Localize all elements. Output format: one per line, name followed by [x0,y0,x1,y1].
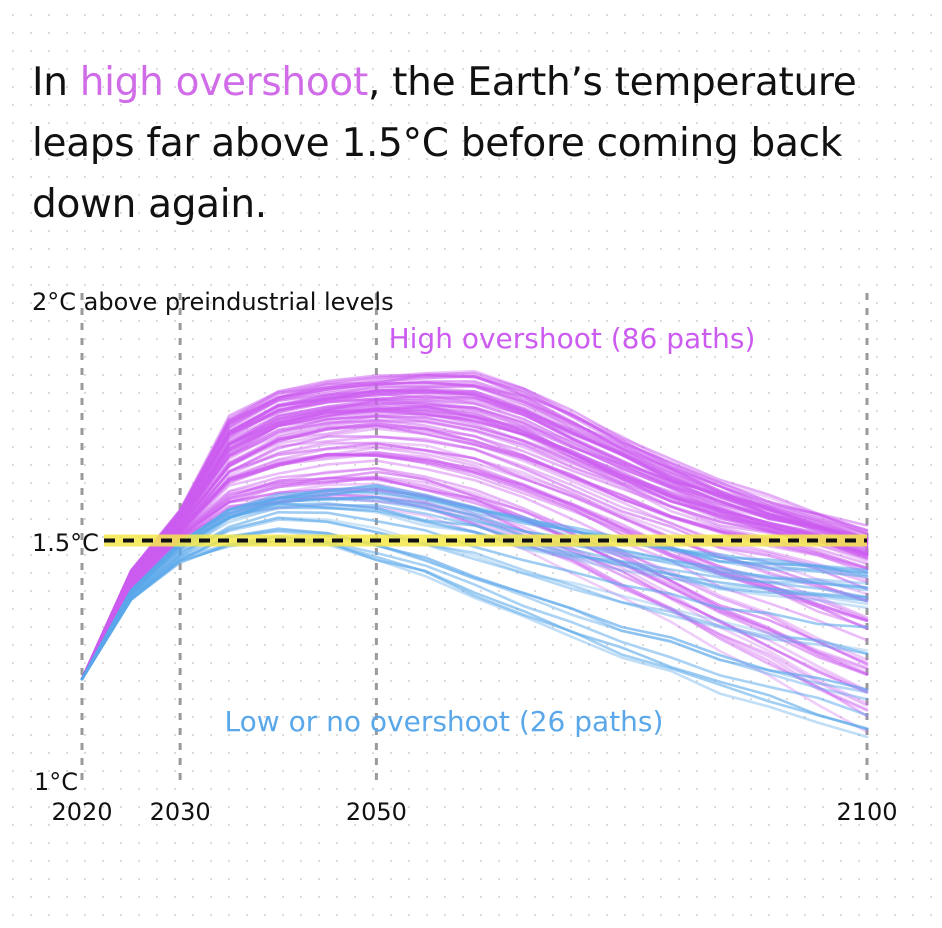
high-overshoot-path [80,459,869,681]
x-tick-label-2030: 2030 [150,798,211,826]
low-overshoot-path [80,506,869,681]
high-overshoot-path [80,450,869,681]
high-overshoot-path [80,489,869,693]
high-overshoot-path [80,418,869,681]
high-overshoot-path [80,467,869,681]
high-overshoot-path [80,476,869,681]
low-overshoot-path [80,497,869,681]
low-overshoot-path [80,492,869,681]
high-overshoot-path [80,492,869,711]
high-overshoot-path [80,381,869,681]
headline-prefix: In [32,60,80,105]
high-overshoot-path [80,404,869,681]
low-overshoot-path [80,484,869,681]
x-tick-label-2020: 2020 [51,798,112,826]
high-overshoot-path [80,415,869,681]
high-overshoot-path [80,476,869,681]
high-overshoot-path [80,477,869,681]
high-overshoot-path [80,488,869,705]
headline-suffix: , the Earth’s temperature leaps far abov… [32,60,857,227]
series-annotation-0: High overshoot (86 paths) [389,322,756,355]
high-overshoot-path [80,409,869,681]
x-tick-label-2100: 2100 [836,798,897,826]
high-overshoot-path [80,388,869,681]
low-overshoot-path [80,506,869,681]
low-overshoot-path [80,503,869,681]
high-overshoot-path [80,452,869,681]
y-tick-label-2: 2°C above preindustrial levels [32,288,394,316]
low-overshoot-path [80,495,869,681]
high-overshoot-path [80,435,869,681]
high-overshoot-path [80,421,869,681]
high-overshoot-path [80,466,869,681]
headline: In high overshoot, the Earth’s temperatu… [32,52,912,235]
y-tick-label-0: 1°C [34,768,78,796]
x-tick-label-2050: 2050 [346,798,407,826]
high-overshoot-path [80,371,869,681]
high-overshoot-path [80,476,869,681]
headline-highlight: high overshoot [79,60,369,105]
high-overshoot-path [80,451,869,681]
axis-labels: 1°C 1.5°C 2°C above preindustrial levels 20… [32,288,898,826]
low-overshoot-path [80,534,869,717]
low-overshoot-paths [80,483,869,739]
low-overshoot-path [80,539,869,739]
high-overshoot-path [80,373,869,681]
y-tick-label-1: 1.5°C [32,529,99,557]
low-overshoot-path [80,535,869,731]
series-annotation-1: Low or no overshoot (26 paths) [225,705,664,738]
